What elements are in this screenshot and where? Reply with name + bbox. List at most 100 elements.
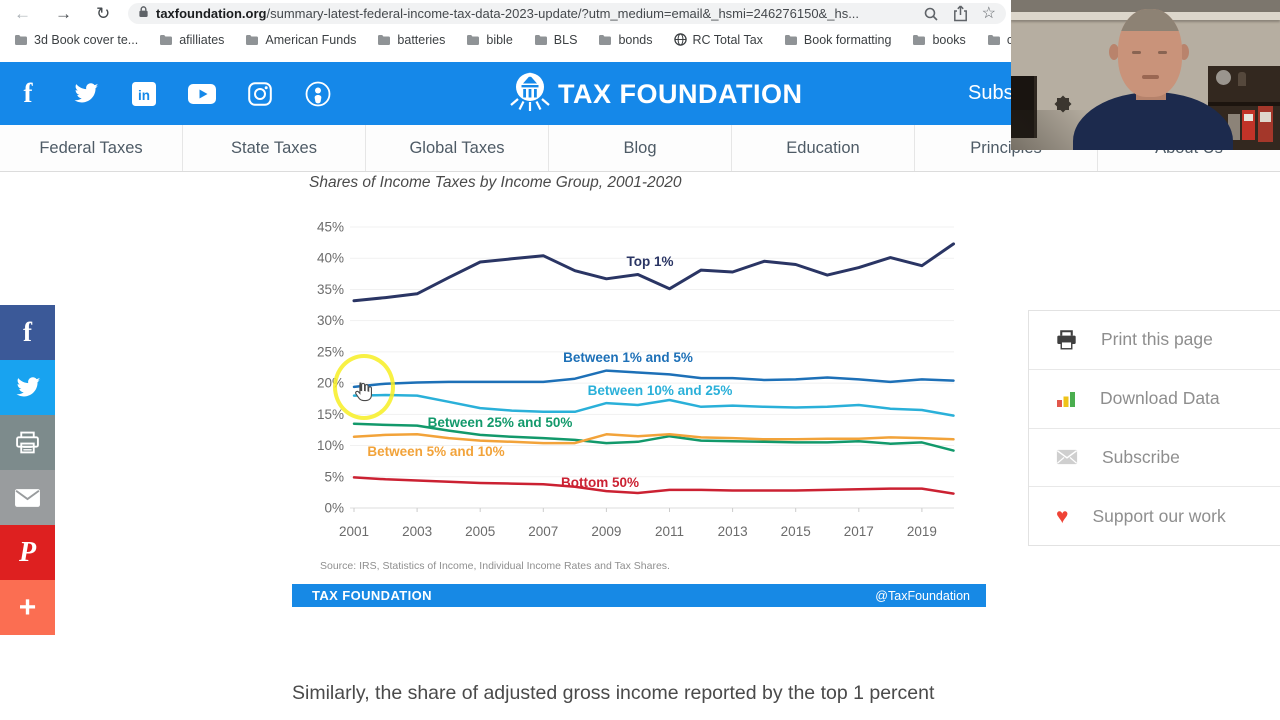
chart-attribution-bar: TAX FOUNDATION @TaxFoundation (292, 584, 986, 607)
webcam-person-ear (1179, 44, 1189, 60)
bookmark-item[interactable]: bible (466, 33, 513, 47)
bookmark-item[interactable]: books (912, 33, 966, 47)
webcam-ceiling (1011, 0, 1280, 12)
sidebar-item-download-data[interactable]: Download Data (1029, 370, 1280, 429)
webcam-picture-frame (1011, 76, 1037, 138)
series-label: Between 10% and 25% (588, 383, 733, 398)
address-bar[interactable]: taxfoundation.org/summary-latest-federal… (128, 3, 1006, 24)
twitter-icon[interactable] (72, 82, 100, 105)
highlight-circle-annotation (333, 354, 395, 420)
webcam-person-head (1118, 9, 1182, 97)
share-print-button[interactable] (0, 415, 55, 470)
twitter-icon (15, 376, 41, 399)
share-more-button[interactable]: + (0, 580, 55, 635)
y-tick-label: 45% (317, 220, 344, 235)
series-label: Bottom 50% (561, 475, 639, 490)
podcast-icon[interactable] (304, 81, 332, 107)
header-social-icons: f in (14, 62, 332, 125)
paragraph-line-2: increased from 20.1 percent in 2019 to 2… (292, 717, 945, 720)
sidebar-item-subscribe[interactable]: Subscribe (1029, 429, 1280, 488)
series-line-between-5-and-10- (352, 433, 955, 445)
bookmark-item[interactable]: batteries (377, 33, 445, 47)
nav-item-blog[interactable]: Blog (549, 125, 732, 171)
webcam-overlay (1011, 0, 1280, 150)
x-tick-label: 2019 (907, 524, 937, 539)
nav-item-federal-taxes[interactable]: Federal Taxes (0, 125, 183, 171)
bookmark-label: American Funds (265, 32, 357, 47)
bookmark-label: batteries (397, 32, 446, 47)
instagram-icon[interactable] (246, 81, 274, 106)
folder-icon (987, 34, 1001, 46)
series-line-between-25-and-50- (352, 422, 955, 452)
bookmark-label: bonds (618, 32, 653, 47)
bookmark-label: afilliates (179, 32, 225, 47)
sidebar-item-print-this-page[interactable]: Print this page (1029, 311, 1280, 370)
bookmark-item[interactable]: 3d Book cover te... (14, 33, 138, 47)
sidebar-item-label: Support our work (1092, 505, 1226, 526)
sidebar-item-label: Print this page (1101, 329, 1213, 350)
share-pinterest-button[interactable]: P (0, 525, 55, 580)
folder-icon (784, 34, 798, 46)
share-facebook-button[interactable]: f (0, 305, 55, 360)
bookmark-item[interactable]: RC Total Tax (673, 33, 763, 47)
series-label: Between 1% and 5% (563, 350, 693, 365)
capitol-icon (508, 71, 552, 118)
linkedin-icon[interactable]: in (130, 81, 158, 107)
reload-icon[interactable]: ↻ (96, 4, 111, 23)
share-email-button[interactable] (0, 470, 55, 525)
tax-shares-line-chart: 0%5%10%15%20%25%30%35%40%45%2001 2003 2005… (317, 220, 955, 539)
pinterest-icon: P (18, 536, 37, 568)
facebook-icon: f (23, 317, 32, 347)
nav-item-education[interactable]: Education (732, 125, 915, 171)
url-domain: taxfoundation.org (156, 6, 267, 21)
back-icon[interactable]: ← (14, 4, 31, 23)
series-line-between-10-and-25- (352, 393, 955, 417)
plus-icon: + (18, 590, 37, 624)
folder-icon (534, 34, 548, 46)
y-tick-label: 35% (317, 282, 344, 297)
share-icon[interactable] (953, 5, 968, 22)
facebook-icon[interactable]: f (23, 78, 33, 108)
bookmark-item[interactable]: Book formatting (784, 32, 892, 47)
x-tick-label: 2005 (465, 524, 495, 539)
bookmark-label: Book formatting (803, 32, 892, 47)
bookmark-item[interactable]: American Funds (245, 33, 356, 47)
article-paragraph: Similarly, the share of adjusted gross i… (292, 676, 952, 720)
bookmarks-bar: 3d Book cover te... afilliates American Fu… (0, 27, 1280, 52)
magnifier-icon[interactable] (923, 6, 939, 22)
site-logo[interactable]: TAX FOUNDATION (508, 71, 802, 118)
logo-text: TAX FOUNDATION (558, 79, 803, 109)
paragraph-line-1: Similarly, the share of adjusted gross i… (292, 682, 935, 704)
folder-icon (14, 34, 28, 46)
youtube-icon[interactable] (188, 83, 216, 104)
series-line-top-1- (352, 242, 955, 303)
star-icon[interactable]: ☆ (981, 4, 996, 22)
y-tick-label: 25% (317, 344, 344, 359)
x-tick-label: 2015 (781, 524, 811, 539)
folder-icon (598, 34, 612, 46)
share-twitter-button[interactable] (0, 360, 55, 415)
heart-icon: ♥ (1056, 504, 1069, 528)
webcam-book (1258, 106, 1273, 142)
bookmark-item[interactable]: bonds (598, 32, 653, 47)
x-tick-label: 2009 (591, 524, 621, 539)
nav-item-state-taxes[interactable]: State Taxes (183, 125, 366, 171)
share-rail: f P + (0, 305, 55, 635)
bookmark-item[interactable]: afilliates (159, 33, 224, 47)
webcam-person-mouth (1142, 75, 1159, 79)
series-line-between-1-and-5- (352, 369, 955, 389)
y-tick-label: 40% (317, 251, 344, 266)
forward-icon[interactable]: → (55, 4, 72, 23)
folder-icon (377, 34, 391, 46)
sidebar-item-support-our-work[interactable]: ♥ Support our work (1029, 487, 1280, 545)
folder-icon (159, 34, 173, 46)
hand-cursor (352, 380, 374, 409)
bookmark-item[interactable]: BLS (534, 33, 577, 47)
x-tick-label: 2001 (339, 524, 369, 539)
bookmark-label: 3d Book cover te... (34, 32, 139, 47)
chart-subtitle: Shares of Income Taxes by Income Group, … (309, 174, 682, 191)
folder-icon (245, 34, 259, 46)
nav-item-global-taxes[interactable]: Global Taxes (366, 125, 549, 171)
lock-icon (138, 5, 149, 23)
